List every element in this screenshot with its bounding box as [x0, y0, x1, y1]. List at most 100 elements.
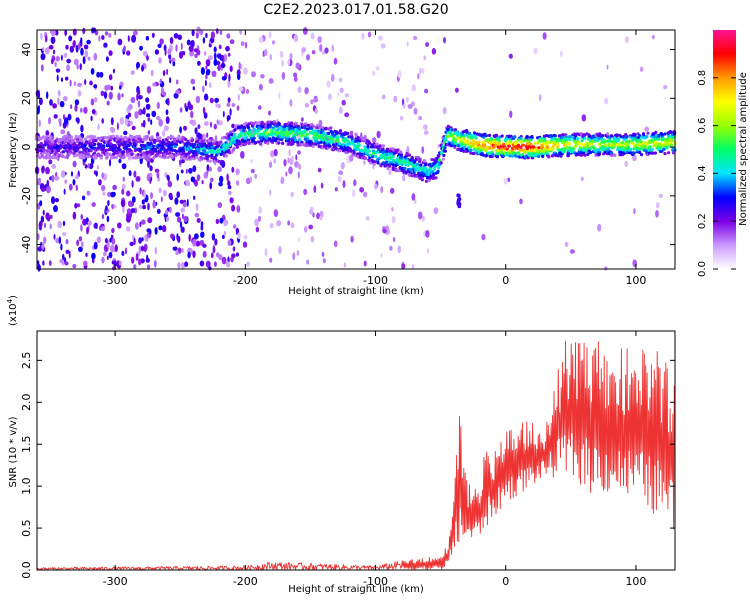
- spectrogram-noise-cell: [211, 252, 214, 259]
- spectrogram-noise-cell: [339, 87, 344, 93]
- spectrogram-noise-cell: [87, 220, 93, 226]
- spectrogram-ridge-cell: [456, 197, 461, 202]
- spectrogram-noise-cell: [154, 227, 158, 235]
- spectrogram-noise-cell: [213, 58, 218, 66]
- spectrogram-ridge-cell: [184, 137, 188, 142]
- spectrogram-noise-cell: [539, 94, 542, 102]
- spectrogram-ridge-cell: [399, 150, 403, 154]
- spectrogram-noise-cell: [152, 201, 156, 209]
- spectrogram-noise-cell: [361, 32, 365, 40]
- spectrogram-noise-cell: [165, 109, 169, 116]
- spectrogram-noise-cell: [292, 252, 296, 261]
- spectrogram-noise-cell: [202, 243, 207, 248]
- spectrogram-ridge-cell: [519, 145, 523, 149]
- spectrogram-noise-cell: [569, 249, 575, 254]
- spectrogram-noise-cell: [208, 55, 213, 61]
- spectrogram-ridge-cell: [431, 173, 436, 177]
- spectrogram-ridge-cell: [653, 137, 658, 141]
- spectrogram-noise-cell: [402, 174, 406, 182]
- spectrogram-ridge-cell: [663, 132, 667, 136]
- spectrogram-ridge-cell: [42, 155, 46, 159]
- spectrogram-noise-cell: [82, 27, 86, 35]
- spectrogram-noise-cell: [52, 103, 57, 109]
- spectrogram-noise-cell: [97, 123, 100, 131]
- spectrogram-ridge-cell: [627, 140, 631, 144]
- spectrogram-noise-cell: [145, 97, 150, 103]
- spectrogram-noise-cell: [508, 53, 513, 59]
- spectrogram-noise-cell: [218, 182, 223, 187]
- spectrogram-noise-cell: [166, 68, 169, 76]
- spectrogram-noise-cell: [84, 164, 88, 169]
- spectrogram-ridge-cell: [482, 144, 486, 148]
- spectrogram-noise-cell: [60, 170, 66, 178]
- spectrogram-ridge-cell: [358, 139, 362, 143]
- spectrogram-ridge-cell: [306, 127, 310, 131]
- spectrogram-ridge-cell: [638, 134, 642, 138]
- spectrogram-ridge-cell: [180, 140, 184, 144]
- spectrogram-noise-cell: [131, 180, 134, 188]
- spectrogram-noise-cell: [289, 53, 293, 60]
- spectrogram-noise-cell: [68, 250, 71, 259]
- spectrogram-noise-cell: [205, 59, 211, 67]
- spectrogram-noise-cell: [70, 171, 74, 177]
- spectrogram-ridge-cell: [304, 129, 308, 133]
- spectrogram-noise-cell: [128, 104, 133, 110]
- spectrogram-ridge-cell: [242, 142, 246, 146]
- spectrogram-noise-cell: [268, 78, 274, 84]
- y-tick-label: 0.0: [20, 561, 33, 579]
- spectrogram-noise-cell: [519, 198, 523, 205]
- spectrogram-noise-cell: [283, 159, 287, 167]
- spectrogram-ridge-cell: [619, 143, 623, 147]
- spectrogram-ridge-cell: [389, 156, 393, 160]
- spectrogram-noise-cell: [151, 32, 155, 38]
- spectrogram-noise-cell: [50, 58, 54, 65]
- spectrogram-noise-cell: [40, 32, 43, 41]
- spectrogram-noise-cell: [231, 166, 235, 173]
- spectrogram-ridge-cell: [468, 131, 472, 135]
- spectrogram-ridge-cell: [380, 148, 384, 152]
- snr-scale-close: ): [8, 295, 19, 299]
- spectrogram-ridge-cell: [342, 143, 346, 147]
- spectrogram-noise-cell: [123, 45, 126, 53]
- spectrogram-ridge-cell: [502, 149, 506, 153]
- spectrogram-noise-cell: [194, 127, 198, 135]
- spectrogram-noise-cell: [184, 261, 189, 268]
- spectrogram-ridge-cell: [374, 150, 378, 154]
- spectrogram-noise-cell: [153, 260, 157, 268]
- spectrogram-noise-cell: [268, 161, 273, 168]
- spectrogram-ridge-cell: [219, 140, 223, 144]
- spectrogram-noise-cell: [131, 125, 136, 131]
- spectrogram-ridge-cell: [349, 132, 353, 136]
- spectrogram-ridge-cell: [122, 154, 126, 158]
- spectrogram-noise-cell: [199, 29, 204, 36]
- spectrogram-ridge-cell: [293, 133, 297, 137]
- spectrogram-ridge-cell: [439, 161, 443, 165]
- spectrogram-noise-cell: [194, 179, 198, 187]
- spectrogram-ridge-cell: [63, 140, 67, 144]
- spectrogram-ridge-cell: [296, 143, 300, 147]
- spectrogram-ridge-cell: [457, 201, 461, 206]
- spectrogram-noise-cell: [215, 252, 220, 258]
- spectrogram-noise-cell: [162, 129, 166, 137]
- spectrogram-ridge-cell: [247, 122, 251, 126]
- spectrogram-ridge-cell: [396, 148, 400, 152]
- spectrogram-noise-cell: [507, 177, 511, 183]
- spectrogram-ridge-cell: [136, 153, 140, 157]
- spectrogram-noise-cell: [205, 65, 208, 70]
- spectrogram-ridge-cell: [51, 136, 55, 140]
- spectrogram-noise-cell: [82, 56, 86, 65]
- spectrogram-noise-cell: [217, 103, 221, 109]
- spectrogram-noise-cell: [76, 203, 81, 208]
- spectrogram-noise-cell: [235, 168, 240, 176]
- spectrogram-noise-cell: [55, 68, 61, 73]
- spectrogram-ridge-cell: [580, 142, 584, 146]
- spectrogram-noise-cell: [211, 70, 217, 78]
- spectrogram-noise-cell: [406, 145, 410, 154]
- spectrogram-ridge-cell: [338, 149, 342, 153]
- spectrogram-noise-cell: [104, 237, 108, 244]
- spectrogram-noise-cell: [287, 220, 290, 226]
- spectrogram-noise-cell: [407, 104, 413, 109]
- spectrogram-noise-cell: [208, 43, 212, 48]
- spectrogram-noise-cell: [108, 159, 112, 167]
- spectrogram-noise-cell: [237, 73, 241, 80]
